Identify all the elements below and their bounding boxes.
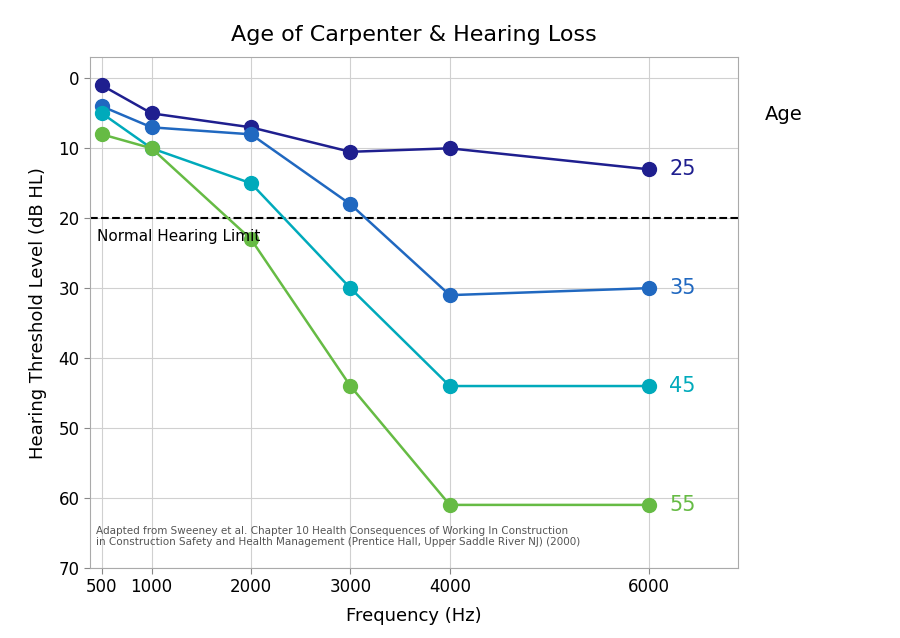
Text: 55: 55 xyxy=(670,495,696,515)
Text: Normal Hearing Limit: Normal Hearing Limit xyxy=(97,228,260,244)
Title: Age of Carpenter & Hearing Loss: Age of Carpenter & Hearing Loss xyxy=(231,25,597,45)
X-axis label: Frequency (Hz): Frequency (Hz) xyxy=(346,607,482,625)
Text: 25: 25 xyxy=(670,160,696,179)
Y-axis label: Hearing Threshold Level (dB HL): Hearing Threshold Level (dB HL) xyxy=(30,167,48,459)
Text: Adapted from Sweeney et al. Chapter 10 Health Consequences of Working In Constru: Adapted from Sweeney et al. Chapter 10 H… xyxy=(96,526,580,547)
Text: 35: 35 xyxy=(670,278,696,298)
Text: Age: Age xyxy=(765,105,803,124)
Text: 45: 45 xyxy=(670,376,696,396)
